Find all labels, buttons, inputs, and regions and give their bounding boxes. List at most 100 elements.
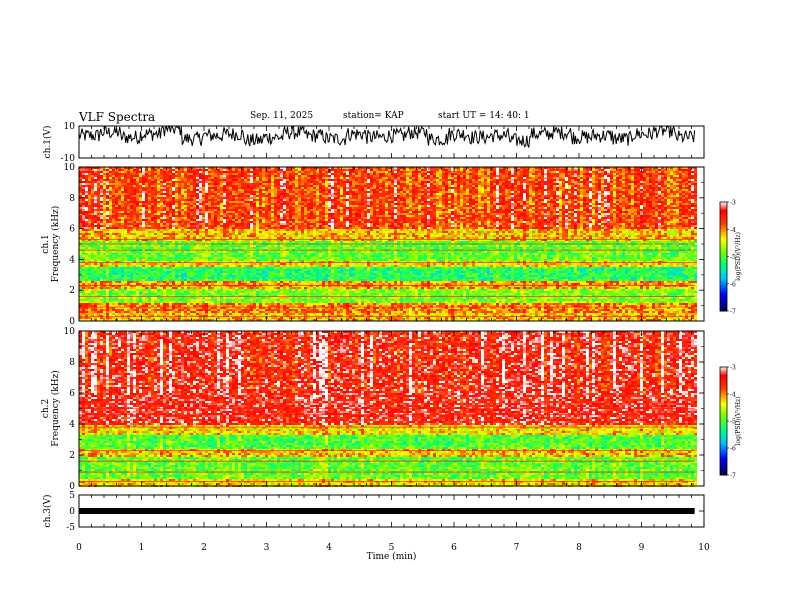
ch1-spectrogram-cell: [133, 289, 136, 291]
ch1-spectrogram-cell: [112, 291, 115, 293]
ch1-spectrogram-cell: [163, 255, 166, 257]
ch1-spectrogram-cell: [163, 239, 166, 241]
ch1-spectrogram-cell: [187, 229, 190, 231]
ch1-spectrogram-cell: [121, 299, 124, 301]
ch1-spectrogram-cell: [157, 245, 160, 247]
ch1-spectrogram-cell: [121, 261, 124, 263]
ch1-spectrogram-cell: [88, 317, 91, 319]
ch1-spectrogram-cell: [250, 167, 253, 169]
ch1-spectrogram-cell: [211, 199, 214, 201]
ch1-spectrogram-cell: [262, 301, 265, 303]
ch1-spectrogram-cell: [133, 237, 136, 239]
ch1-spectrogram-cell: [151, 193, 154, 195]
ch1-spectrogram-cell: [244, 261, 247, 263]
ch1-spectrogram-cell: [127, 235, 130, 237]
ch1-spectrogram-cell: [160, 233, 163, 235]
ch1-spectrogram-cell: [166, 285, 169, 287]
ch1-spectrogram-cell: [238, 233, 241, 235]
ch1-spectrogram-cell: [79, 169, 82, 171]
ch1-spectrogram-cell: [163, 245, 166, 247]
ch1-spectrogram-cell: [154, 279, 157, 281]
ch1-spectrogram-cell: [265, 199, 268, 201]
ch1-spectrogram-cell: [238, 179, 241, 181]
ch1-spectrogram-cell: [136, 179, 139, 181]
ch1-spectrogram-cell: [205, 253, 208, 255]
ch1-spectrogram-cell: [232, 175, 235, 177]
ch1-spectrogram-cell: [250, 247, 253, 249]
ch1-spectrogram-cell: [148, 189, 151, 191]
ch1-spectrogram-cell: [88, 191, 91, 193]
ch1-spectrogram-cell: [253, 185, 256, 187]
ch1-spectrogram-cell: [142, 173, 145, 175]
ch1-spectrogram-cell: [217, 283, 220, 285]
ch1-spectrogram-cell: [262, 265, 265, 267]
ch1-spectrogram-cell: [187, 293, 190, 295]
ch1-spectrogram-cell: [238, 311, 241, 313]
ch1-spectrogram-cell: [94, 223, 97, 225]
ch1-spectrogram-cell: [196, 307, 199, 309]
ch1-spectrogram-cell: [106, 181, 109, 183]
ch1-spectrogram-cell: [157, 313, 160, 315]
ch1-spectrogram-cell: [112, 275, 115, 277]
ch1-spectrogram-cell: [211, 195, 214, 197]
ch1-spectrogram-cell: [226, 173, 229, 175]
ch1-spectrogram-cell: [208, 285, 211, 287]
ch1-spectrogram-cell: [148, 279, 151, 281]
ch1-spectrogram-cell: [262, 223, 265, 225]
ch1-spectrogram-cell: [199, 293, 202, 295]
ch1-spectrogram-cell: [142, 207, 145, 209]
ch1-spectrogram-cell: [205, 319, 208, 321]
ch1-spectrogram-cell: [121, 221, 124, 223]
ch1-spectrogram-cell: [160, 203, 163, 205]
ch1-spectrogram-cell: [163, 177, 166, 179]
ch1-spectrogram-cell: [232, 191, 235, 193]
ch1-spectrogram-cell: [208, 185, 211, 187]
ch1-spectrogram-cell: [148, 283, 151, 285]
ch1-spectrogram-cell: [142, 275, 145, 277]
ch1-spectrogram-cell: [220, 183, 223, 185]
ch1-spectrogram-cell: [220, 205, 223, 207]
ch1-spectrogram-cell: [154, 173, 157, 175]
ch1-spectrogram-cell: [160, 217, 163, 219]
ch1-spectrogram-cell: [91, 245, 94, 247]
ch1-spectrogram-cell: [241, 305, 244, 307]
ch1-spectrogram-cell: [199, 285, 202, 287]
ch1-spectrogram-cell: [190, 245, 193, 247]
ch1-spectrogram-cell: [244, 223, 247, 225]
ch1-spectrogram-cell: [118, 275, 121, 277]
ch1-spectrogram-cell: [154, 287, 157, 289]
ch1-spectrogram-cell: [181, 193, 184, 195]
ch1-spectrogram-cell: [211, 271, 214, 273]
ch1-spectrogram-cell: [250, 199, 253, 201]
ch1-spectrogram-cell: [262, 309, 265, 311]
ch1-spectrogram-cell: [181, 223, 184, 225]
ch1-spectrogram-cell: [262, 219, 265, 221]
ch1-spectrogram-cell: [190, 285, 193, 287]
ch1-spectrogram-cell: [109, 219, 112, 221]
ch1-spectrogram-cell: [85, 285, 88, 287]
ch1-spectrogram-cell: [94, 179, 97, 181]
ch1-spectrogram-cell: [208, 241, 211, 243]
ch1-spectrogram-cell: [241, 175, 244, 177]
ch1-spectrogram-cell: [193, 247, 196, 249]
ch1-spectrogram-cell: [112, 215, 115, 217]
ch1-spectrogram-cell: [121, 235, 124, 237]
ch1-spectrogram-cell: [268, 183, 271, 185]
ch1-spectrogram-cell: [262, 187, 265, 189]
ch1-spectrogram-cell: [118, 311, 121, 313]
ch1-spectrogram-cell: [151, 301, 154, 303]
ch1-spectrogram-cell: [241, 291, 244, 293]
ch1-spectrogram-cell: [124, 201, 127, 203]
ch1-spectrogram-cell: [112, 193, 115, 195]
ch1-spectrogram-cell: [226, 219, 229, 221]
ch1-spectrogram-cell: [181, 231, 184, 233]
ch1-spectrogram-cell: [238, 317, 241, 319]
ch1-spectrogram-cell: [232, 225, 235, 227]
ch1-spectrogram-cell: [169, 279, 172, 281]
ch1-spectrogram-cell: [118, 213, 121, 215]
ch1-spectrogram-cell: [133, 245, 136, 247]
ch1-spectrogram-cell: [265, 207, 268, 209]
ch1-spectrogram-cell: [220, 211, 223, 213]
ch1-spectrogram-cell: [232, 245, 235, 247]
ch1-spectrogram-cell: [166, 275, 169, 277]
